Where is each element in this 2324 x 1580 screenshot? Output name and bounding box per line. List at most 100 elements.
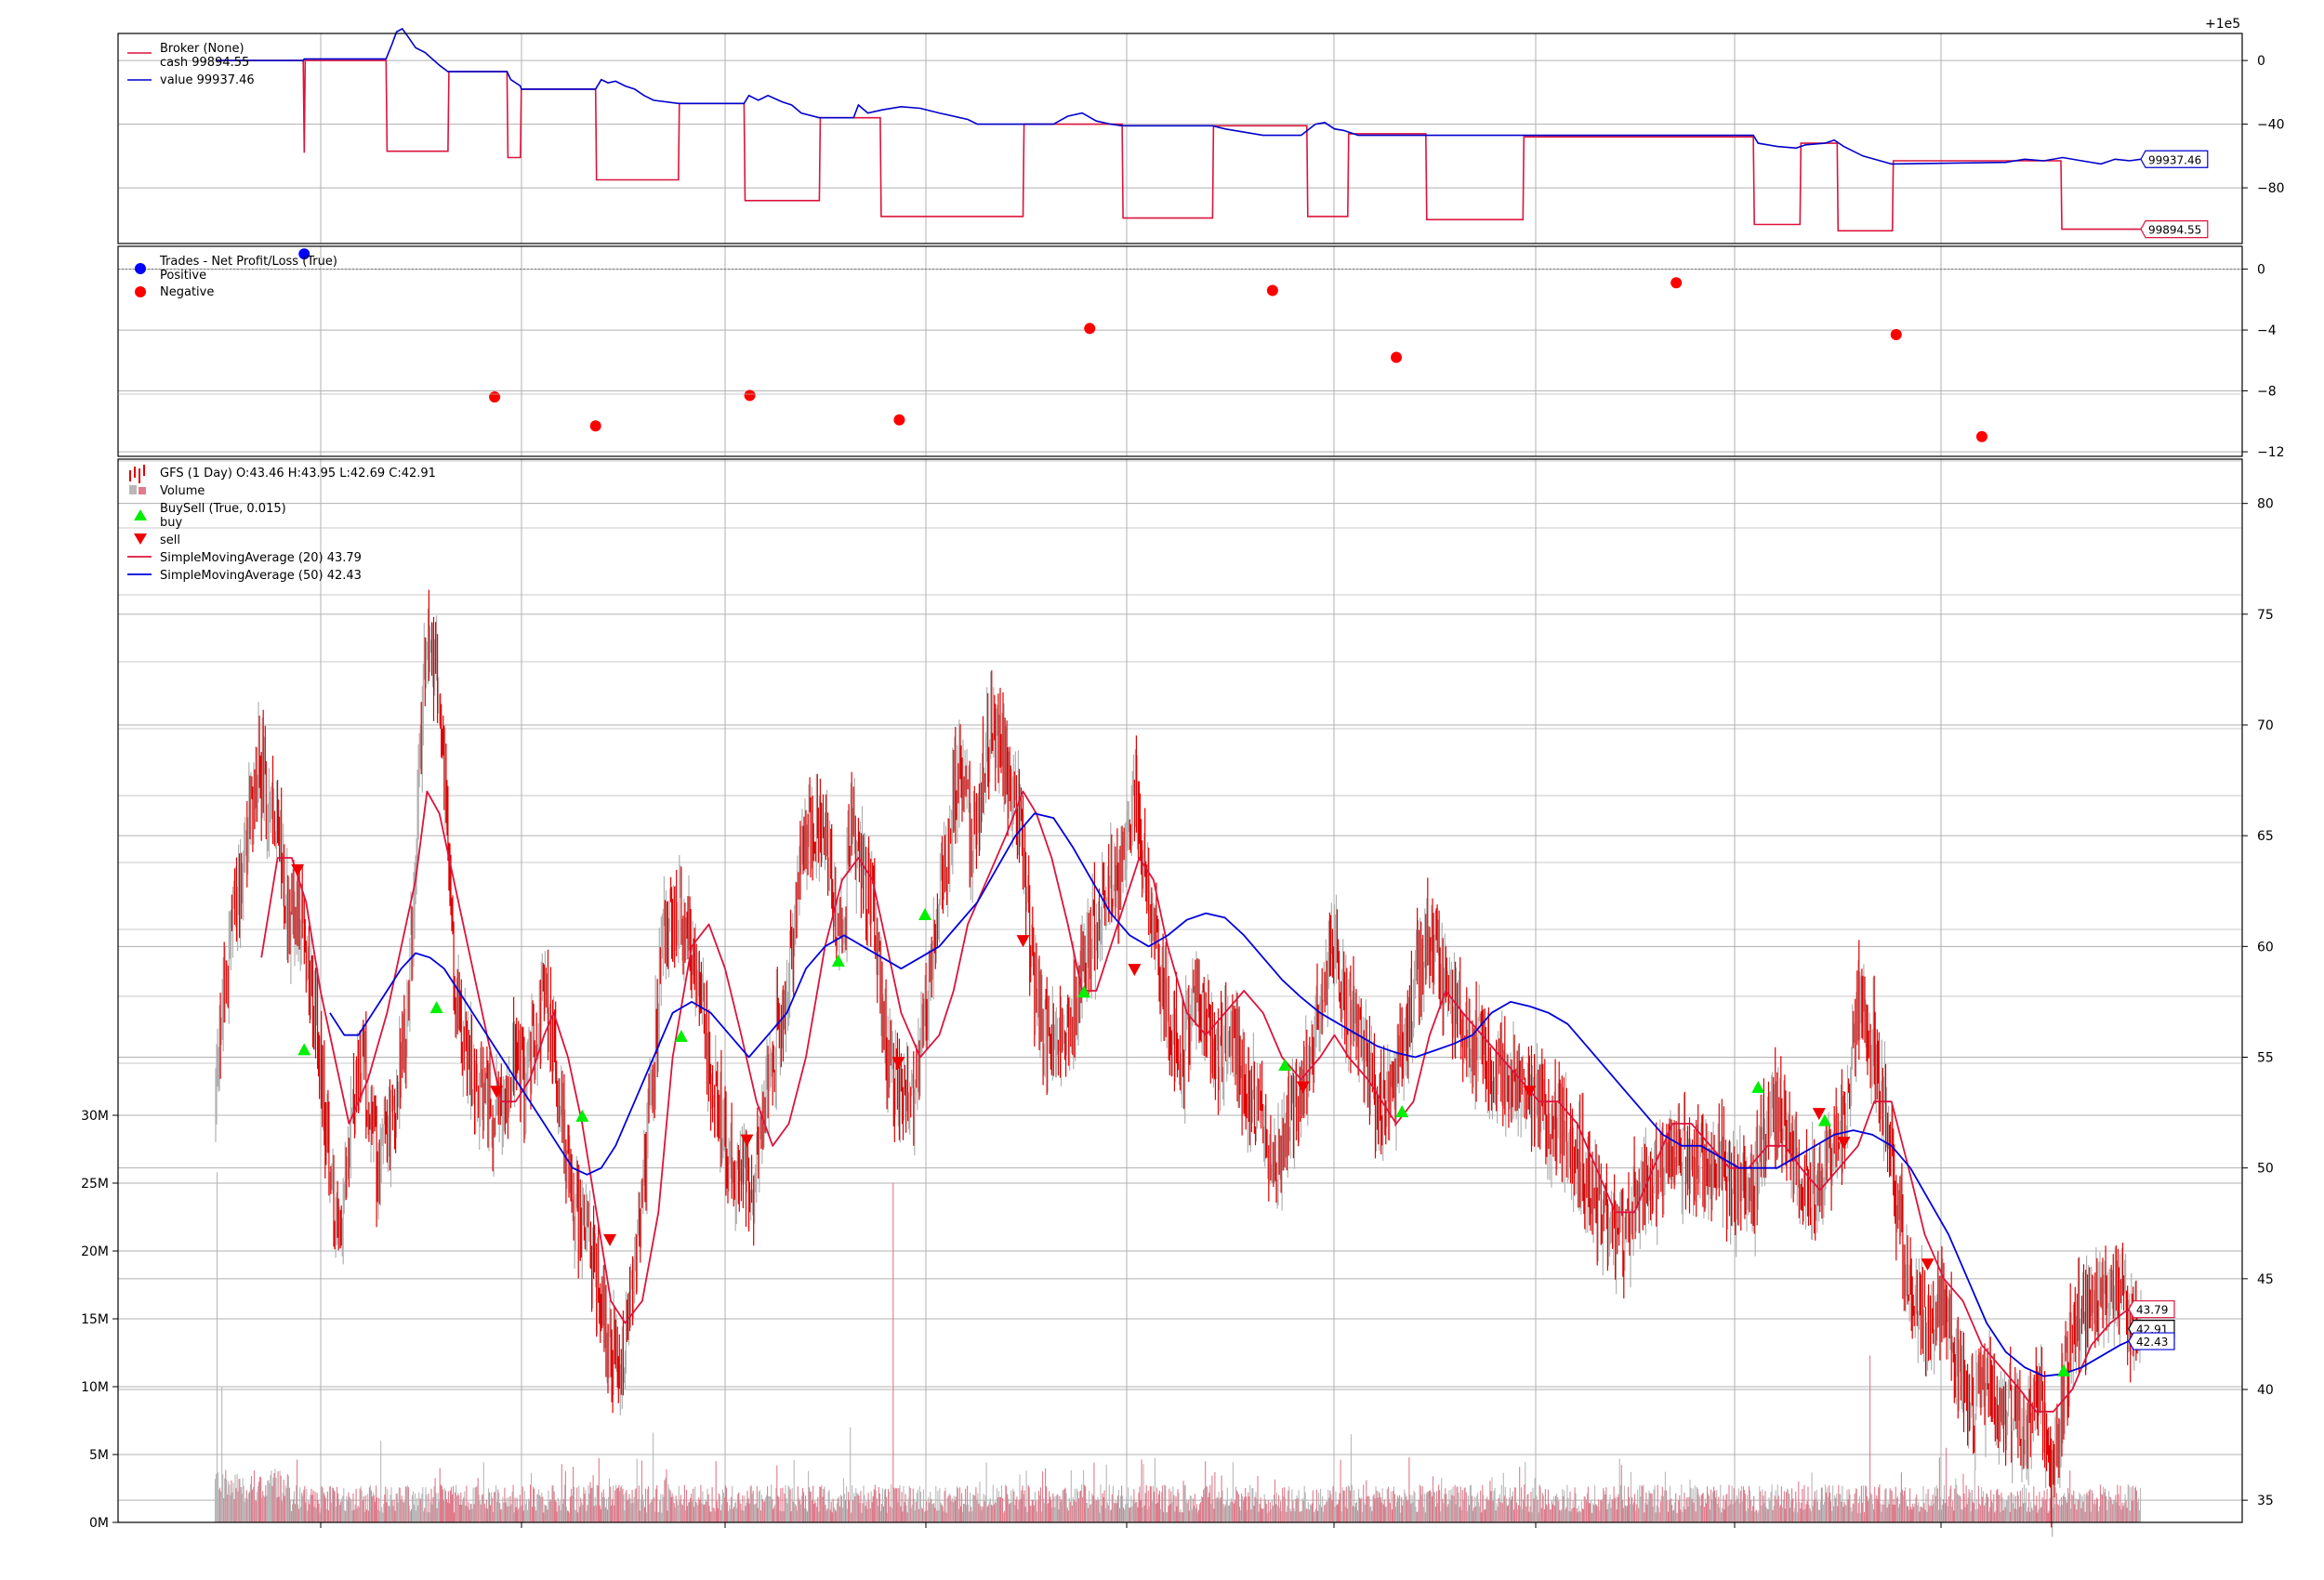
trades-ytick-label-3: −12 <box>2257 445 2285 460</box>
volume-ytick-label-3: 15M <box>81 1312 109 1327</box>
buy-marker-3 <box>674 1030 688 1043</box>
buy-marker-0 <box>297 1043 311 1056</box>
negative-trade-point-2 <box>744 389 756 402</box>
sell-marker-7 <box>1296 1081 1310 1094</box>
candles-down <box>219 589 2138 1528</box>
sell-marker-11 <box>1921 1258 1934 1271</box>
volume-ytick-label-0: 0M <box>89 1516 109 1531</box>
price-ytick-label-6: 65 <box>2257 829 2274 844</box>
sma50-last-label: 42.43 <box>2136 1336 2168 1349</box>
negative-trade-point-4 <box>1084 323 1096 335</box>
sell-marker-3 <box>740 1134 754 1147</box>
legend-buy: buy <box>160 516 182 530</box>
price-ytick-label-0: 35 <box>2257 1494 2274 1508</box>
buy-marker-7 <box>1278 1059 1292 1072</box>
volume-ytick-label-6: 30M <box>81 1109 109 1124</box>
buy-marker-4 <box>831 955 845 968</box>
legend-cash: cash 99894.55 <box>160 56 249 70</box>
value-last-label: 99937.46 <box>2148 153 2201 166</box>
volume-ytick-label-4: 20M <box>81 1244 109 1259</box>
negative-trade-point-0 <box>489 391 501 403</box>
price-ytick-label-4: 55 <box>2257 1051 2274 1066</box>
sell-marker-0 <box>291 863 305 876</box>
broker-ytick-label-2: −80 <box>2257 181 2285 196</box>
legend-value: value 99937.46 <box>160 73 255 87</box>
cash-last-label-box <box>2140 219 2209 239</box>
trades-frame <box>117 245 2243 457</box>
negative-trade-point-8 <box>1890 328 1902 340</box>
buy-marker-11 <box>2057 1363 2071 1376</box>
legend-sma50: SimpleMovingAverage (50) 42.43 <box>160 569 362 583</box>
value-line <box>216 27 2142 165</box>
buy-marker-10 <box>1817 1113 1831 1126</box>
trades-ytick-label-1: −4 <box>2257 323 2277 338</box>
price-ytick-label-2: 45 <box>2257 1272 2274 1287</box>
legend-positive-swatch <box>135 263 146 274</box>
negative-trade-point-1 <box>589 420 601 432</box>
broker-ytick-label-1: −40 <box>2257 118 2285 133</box>
legend-candle-swatch <box>129 465 145 483</box>
sell-marker-6 <box>1128 964 1142 977</box>
broker-subplot: 0 −40 −80 +1e5 Broker (None)cash 99894.55 val… <box>117 17 2285 244</box>
buy-marker-1 <box>429 1001 443 1014</box>
candles-up <box>215 608 2142 1537</box>
positive-trade-point-0 <box>298 248 310 260</box>
sma20-last-label-box <box>2128 1300 2175 1319</box>
sma20-line <box>260 790 2142 1413</box>
sma50-line <box>329 812 2142 1377</box>
volume-ytick-label-5: 25M <box>81 1177 109 1192</box>
price-ytick-label-5: 60 <box>2257 940 2274 955</box>
volume-ytick-label-1: 5M <box>89 1448 109 1463</box>
legend-sell-swatch <box>134 533 147 545</box>
legend-negative-swatch <box>135 286 146 297</box>
legend-buysell-title: BuySell (True, 0.015) <box>160 502 286 516</box>
broker-ytick-label-0: 0 <box>2257 54 2265 69</box>
sell-marker-10 <box>1837 1137 1851 1150</box>
negative-trade-point-3 <box>893 414 905 426</box>
sma50-last-label-box <box>2128 1332 2175 1350</box>
buy-marker-5 <box>918 907 932 920</box>
legend-volume-swatch-b <box>139 487 146 494</box>
price-frame <box>117 458 2243 1523</box>
broker-frame <box>117 33 2243 244</box>
negative-trade-point-7 <box>1670 277 1683 289</box>
price-ytick-label-9: 80 <box>2257 497 2274 512</box>
legend-price-title: GFS (1 Day) O:43.46 H:43.95 L:42.69 C:42… <box>160 467 436 481</box>
trades-ytick-label-0: 0 <box>2257 263 2265 278</box>
legend-positive: Positive <box>160 269 206 283</box>
price-subplot: 0M 5M 10M 15M 20M 25M 30M 35 40 45 50 55 60 65 70 75 80 4… <box>81 393 2274 1537</box>
legend-volume: Volume <box>160 484 205 498</box>
price-ytick-label-7: 70 <box>2257 718 2274 733</box>
trades-subplot: 0 −4 −8 −12 Trades - Net Profit/Loss (True)P… <box>117 245 2285 460</box>
legend-sell: sell <box>160 533 180 547</box>
negative-trade-point-6 <box>1391 351 1403 363</box>
price-ytick-label-3: 50 <box>2257 1162 2274 1177</box>
sell-marker-8 <box>1523 1086 1537 1099</box>
buy-marker-6 <box>1077 985 1091 998</box>
legend-broker-title: Broker (None) <box>160 42 244 56</box>
sell-marker-9 <box>1812 1108 1826 1121</box>
buy-marker-2 <box>575 1109 589 1122</box>
sell-marker-4 <box>891 1057 905 1070</box>
sell-marker-5 <box>1016 935 1030 948</box>
broker-offset-label: +1e5 <box>2205 17 2240 32</box>
price-ytick-label-1: 40 <box>2257 1383 2274 1398</box>
legend-sma20: SimpleMovingAverage (20) 43.79 <box>160 551 362 565</box>
sell-marker-2 <box>603 1233 617 1246</box>
legend-buy-swatch <box>134 509 147 520</box>
value-last-label-box <box>2140 150 2209 168</box>
volume-bars-up <box>214 1172 2142 1522</box>
cash-last-label: 99894.55 <box>2148 224 2201 237</box>
negative-trade-point-5 <box>1266 284 1278 296</box>
trades-ytick-label-2: −8 <box>2257 385 2277 400</box>
negative-trade-point-9 <box>1975 430 1987 442</box>
volume-ytick-label-2: 10M <box>81 1380 109 1395</box>
legend-trades-title: Trades - Net Profit/Loss (True) <box>159 255 337 269</box>
sell-marker-1 <box>490 1086 504 1099</box>
price-ytick-label-8: 75 <box>2257 608 2274 623</box>
legend-volume-swatch-a <box>129 485 137 494</box>
volume-bars-down <box>219 1183 2137 1522</box>
sma20-last-label: 43.79 <box>2136 1304 2168 1317</box>
buy-marker-9 <box>1751 1080 1765 1093</box>
